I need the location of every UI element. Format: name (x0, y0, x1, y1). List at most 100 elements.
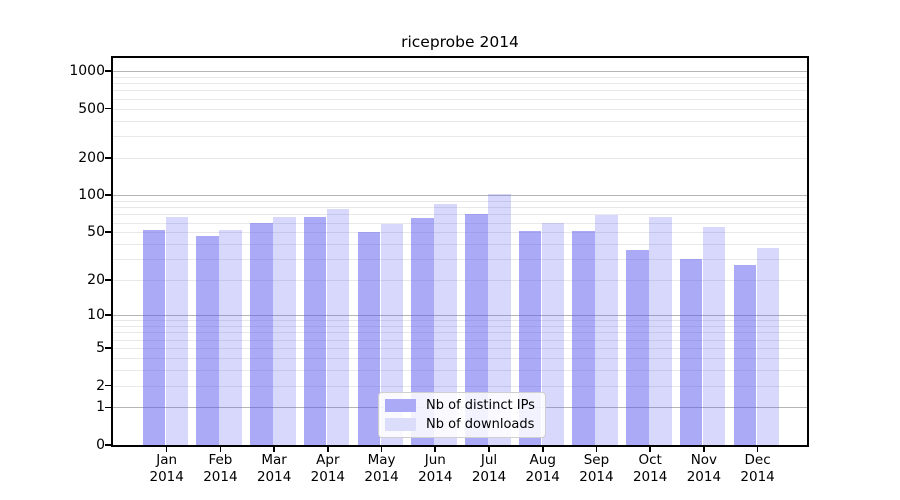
minor-gridline-200 (113, 158, 807, 160)
bar-downloads-jul-2014 (488, 193, 511, 445)
x-tick-label-line: 2014 (418, 469, 453, 485)
minor-gridline-3 (113, 369, 807, 371)
y-tick-label-200: 200 (78, 150, 105, 167)
x-tick-label-line: 2014 (471, 469, 507, 485)
minor-gridline-500 (113, 108, 807, 110)
x-tick-mark-sep-2014 (595, 447, 598, 452)
x-tick-label-line: Feb (208, 452, 233, 468)
x-tick-label-line: Jun (424, 452, 446, 468)
bar-distinct-ips-oct-2014 (626, 249, 649, 445)
minor-gridline-50 (113, 232, 807, 234)
x-tick-mark-jun-2014 (434, 447, 437, 452)
minor-gridline-700 (113, 90, 807, 92)
bar-downloads-jun-2014 (434, 203, 457, 445)
x-tick-label-line: Dec (744, 452, 771, 468)
y-tick-label-1000: 1000 (69, 63, 105, 80)
x-tick-label-line: Nov (690, 452, 718, 468)
bar-downloads-dec-2014 (756, 248, 780, 445)
x-tick-label-line: Sep (583, 452, 610, 468)
x-tick-label-line: 2014 (632, 469, 668, 485)
bar-downloads-oct-2014 (649, 217, 672, 445)
chart-title: riceprobe 2014 (401, 33, 519, 51)
bar-distinct-ips-mar-2014 (250, 222, 273, 445)
x-tick-label-line: Jan (156, 452, 178, 468)
x-tick-label-dec-2014: Dec 2014 (729, 452, 787, 486)
legend-swatch-distinct-ips (385, 398, 416, 413)
y-tick-mark-5 (105, 347, 111, 349)
minor-gridline-80 (113, 207, 807, 209)
minor-gridline-900 (113, 76, 807, 78)
bar-distinct-ips-aug-2014 (518, 231, 542, 445)
bar-downloads-nov-2014 (702, 227, 726, 445)
minor-gridline-90 (113, 200, 807, 202)
x-tick-label-sep-2014: Sep 2014 (567, 452, 625, 486)
bar-distinct-ips-jul-2014 (465, 214, 488, 445)
legend-item-downloads: Nb of downloads (385, 415, 545, 434)
y-tick-label-500: 500 (78, 100, 105, 117)
x-tick-mark-feb-2014 (219, 447, 222, 452)
y-tick-label-100: 100 (78, 187, 105, 204)
x-tick-mark-may-2014 (380, 447, 383, 452)
y-tick-mark-50 (105, 231, 111, 234)
x-tick-label-feb-2014: Feb 2014 (191, 452, 249, 486)
minor-gridline-30 (113, 259, 807, 261)
y-tick-mark-20 (105, 279, 111, 282)
x-tick-label-line: 2014 (525, 469, 560, 485)
bar-distinct-ips-apr-2014 (303, 216, 327, 445)
x-tick-label-oct-2014: Oct 2014 (621, 452, 679, 486)
x-tick-label-line: 2014 (740, 469, 775, 485)
x-tick-label-mar-2014: Mar 2014 (245, 452, 303, 486)
minor-gridline-800 (113, 83, 807, 85)
x-tick-label-jul-2014: Jul 2014 (460, 452, 518, 486)
y-tick-label-10: 10 (87, 307, 105, 324)
y-tick-mark-200 (105, 157, 111, 159)
y-tick-label-5: 5 (96, 340, 105, 357)
x-tick-label-line: Mar (261, 452, 287, 468)
legend-item-distinct-ips: Nb of distinct IPs (385, 396, 545, 415)
x-tick-label-line: 2014 (579, 469, 614, 485)
y-tick-label-50: 50 (87, 224, 105, 241)
major-gridline-1000 (113, 71, 807, 73)
minor-gridline-5 (113, 348, 807, 350)
y-tick-mark-1 (105, 406, 111, 409)
minor-gridline-300 (113, 136, 807, 138)
bar-downloads-sep-2014 (595, 215, 618, 445)
bar-downloads-mar-2014 (273, 216, 296, 445)
legend-label-downloads: Nb of downloads (426, 417, 535, 432)
x-tick-label-line: 2014 (686, 469, 722, 485)
x-tick-label-line: Apr (316, 452, 340, 468)
y-tick-mark-100 (105, 194, 111, 197)
x-tick-label-apr-2014: Apr 2014 (299, 452, 357, 486)
x-tick-mark-apr-2014 (327, 447, 329, 452)
minor-gridline-600 (113, 98, 807, 100)
minor-gridline-6 (113, 339, 807, 341)
y-tick-mark-500 (105, 107, 111, 110)
bar-downloads-aug-2014 (541, 223, 565, 445)
y-tick-label-2: 2 (96, 377, 105, 394)
y-tick-mark-0 (105, 444, 111, 446)
bar-distinct-ips-nov-2014 (679, 259, 703, 445)
major-gridline-10 (113, 315, 807, 317)
x-tick-mark-oct-2014 (649, 447, 651, 452)
x-tick-mark-jan-2014 (165, 447, 168, 452)
legend-swatch-downloads (385, 417, 416, 432)
x-tick-label-aug-2014: Aug 2014 (514, 452, 572, 486)
legend: Nb of distinct IPs Nb of downloads (378, 392, 546, 438)
x-tick-label-line: 2014 (310, 469, 346, 485)
minor-gridline-60 (113, 222, 807, 224)
minor-gridline-20 (113, 280, 807, 282)
x-tick-label-line: 2014 (149, 469, 184, 485)
y-tick-label-1: 1 (96, 399, 105, 416)
y-tick-label-20: 20 (87, 272, 105, 289)
bar-downloads-may-2014 (380, 224, 404, 445)
x-tick-mark-dec-2014 (756, 447, 759, 452)
x-tick-mark-aug-2014 (541, 447, 544, 452)
minor-gridline-8 (113, 326, 807, 328)
y-tick-mark-2 (105, 384, 111, 387)
x-tick-label-may-2014: May 2014 (353, 452, 411, 486)
x-tick-label-jan-2014: Jan 2014 (138, 452, 196, 486)
x-tick-mark-mar-2014 (273, 447, 275, 452)
minor-gridline-4 (113, 357, 807, 359)
minor-gridline-2 (113, 385, 807, 387)
